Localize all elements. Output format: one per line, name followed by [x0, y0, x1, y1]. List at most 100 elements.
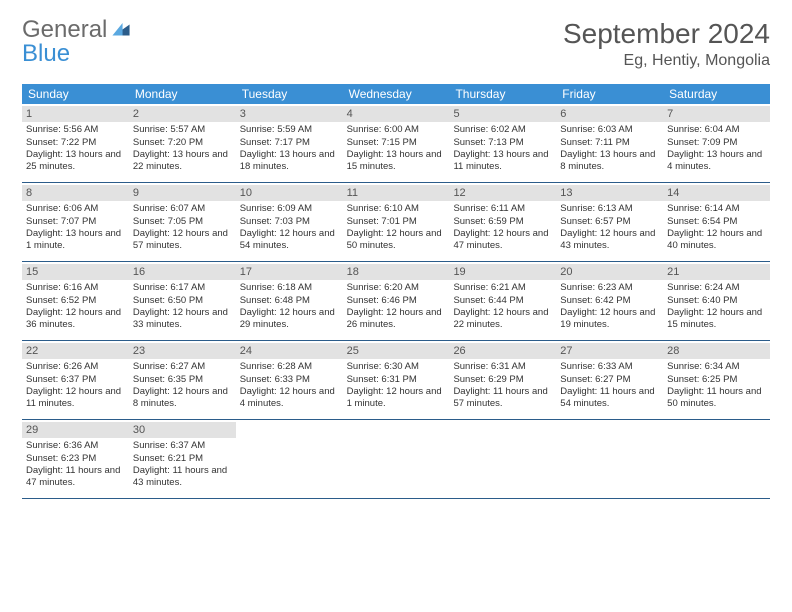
sunset-text: Sunset: 6:42 PM	[560, 295, 659, 307]
sunrise-text: Sunrise: 6:06 AM	[26, 203, 125, 215]
sunset-text: Sunset: 7:01 PM	[347, 216, 446, 228]
daylight-text: Daylight: 12 hours and 29 minutes.	[240, 307, 339, 332]
day-number	[236, 422, 343, 438]
sunset-text: Sunset: 6:48 PM	[240, 295, 339, 307]
day-number: 2	[129, 106, 236, 122]
day-header-wednesday: Wednesday	[343, 84, 450, 104]
day-cell	[556, 420, 663, 498]
day-number: 15	[22, 264, 129, 280]
day-number: 24	[236, 343, 343, 359]
header: GeneralBlue September 2024 Eg, Hentiy, M…	[22, 18, 770, 70]
location-text: Eg, Hentiy, Mongolia	[563, 52, 770, 70]
sunrise-text: Sunrise: 6:00 AM	[347, 124, 446, 136]
day-cell: 15 Sunrise: 6:16 AMSunset: 6:52 PMDayligh…	[22, 262, 129, 340]
day-cell	[236, 420, 343, 498]
day-cell	[449, 420, 556, 498]
sunrise-text: Sunrise: 6:16 AM	[26, 282, 125, 294]
day-number: 30	[129, 422, 236, 438]
day-cell: 7Sunrise: 6:04 AMSunset: 7:09 PMDaylight…	[663, 104, 770, 182]
day-number: 3	[236, 106, 343, 122]
day-number: 29	[22, 422, 129, 438]
day-cell: 27Sunrise: 6:33 AMSunset: 6:27 PMDayligh…	[556, 341, 663, 419]
day-number: 1	[22, 106, 129, 122]
sunrise-text: Sunrise: 6:36 AM	[26, 440, 125, 452]
day-cell: 24Sunrise: 6:28 AMSunset: 6:33 PMDayligh…	[236, 341, 343, 419]
day-cell: 18Sunrise: 6:20 AMSunset: 6:46 PMDayligh…	[343, 262, 450, 340]
day-cell: 12Sunrise: 6:11 AMSunset: 6:59 PMDayligh…	[449, 183, 556, 261]
sunrise-text: Sunrise: 5:59 AM	[240, 124, 339, 136]
day-header-thursday: Thursday	[449, 84, 556, 104]
sunrise-text: Sunrise: 6:30 AM	[347, 361, 446, 373]
sunrise-text: Sunrise: 6:21 AM	[453, 282, 552, 294]
sunrise-text: Sunrise: 6:11 AM	[453, 203, 552, 215]
day-number	[449, 422, 556, 438]
daylight-text: Daylight: 12 hours and 57 minutes.	[133, 228, 232, 253]
sunset-text: Sunset: 6:31 PM	[347, 374, 446, 386]
day-number: 7	[663, 106, 770, 122]
day-cell: 9Sunrise: 6:07 AMSunset: 7:05 PMDaylight…	[129, 183, 236, 261]
daylight-text: Daylight: 13 hours and 8 minutes.	[560, 149, 659, 174]
day-number: 22	[22, 343, 129, 359]
title-block: September 2024 Eg, Hentiy, Mongolia	[563, 18, 770, 70]
day-header-monday: Monday	[129, 84, 236, 104]
daylight-text: Daylight: 12 hours and 36 minutes.	[26, 307, 125, 332]
sunrise-text: Sunrise: 5:56 AM	[26, 124, 125, 136]
sunrise-text: Sunrise: 6:02 AM	[453, 124, 552, 136]
week-row: 29Sunrise: 6:36 AMSunset: 6:23 PMDayligh…	[22, 420, 770, 499]
day-cell: 30Sunrise: 6:37 AMSunset: 6:21 PMDayligh…	[129, 420, 236, 498]
sunset-text: Sunset: 6:50 PM	[133, 295, 232, 307]
sunset-text: Sunset: 7:11 PM	[560, 137, 659, 149]
week-row: 8Sunrise: 6:06 AMSunset: 7:07 PMDaylight…	[22, 183, 770, 262]
sunset-text: Sunset: 6:23 PM	[26, 453, 125, 465]
sunset-text: Sunset: 6:44 PM	[453, 295, 552, 307]
sunset-text: Sunset: 7:20 PM	[133, 137, 232, 149]
day-header-friday: Friday	[556, 84, 663, 104]
day-cell: 10Sunrise: 6:09 AMSunset: 7:03 PMDayligh…	[236, 183, 343, 261]
daylight-text: Daylight: 12 hours and 40 minutes.	[667, 228, 766, 253]
day-number: 23	[129, 343, 236, 359]
sunset-text: Sunset: 7:15 PM	[347, 137, 446, 149]
sunrise-text: Sunrise: 6:20 AM	[347, 282, 446, 294]
day-cell: 20Sunrise: 6:23 AMSunset: 6:42 PMDayligh…	[556, 262, 663, 340]
logo: GeneralBlue	[22, 18, 131, 66]
sunrise-text: Sunrise: 6:34 AM	[667, 361, 766, 373]
sunrise-text: Sunrise: 6:18 AM	[240, 282, 339, 294]
sunrise-text: Sunrise: 6:27 AM	[133, 361, 232, 373]
daylight-text: Daylight: 12 hours and 26 minutes.	[347, 307, 446, 332]
logo-mark-icon	[111, 18, 131, 42]
sunset-text: Sunset: 7:17 PM	[240, 137, 339, 149]
sunset-text: Sunset: 6:54 PM	[667, 216, 766, 228]
day-number: 13	[556, 185, 663, 201]
day-cell	[343, 420, 450, 498]
sunset-text: Sunset: 6:33 PM	[240, 374, 339, 386]
sunset-text: Sunset: 7:13 PM	[453, 137, 552, 149]
sunrise-text: Sunrise: 6:26 AM	[26, 361, 125, 373]
day-header-tuesday: Tuesday	[236, 84, 343, 104]
daylight-text: Daylight: 12 hours and 4 minutes.	[240, 386, 339, 411]
sunrise-text: Sunrise: 6:14 AM	[667, 203, 766, 215]
daylight-text: Daylight: 12 hours and 33 minutes.	[133, 307, 232, 332]
sunset-text: Sunset: 7:09 PM	[667, 137, 766, 149]
sunset-text: Sunset: 6:52 PM	[26, 295, 125, 307]
day-cell: 23Sunrise: 6:27 AMSunset: 6:35 PMDayligh…	[129, 341, 236, 419]
day-number: 28	[663, 343, 770, 359]
daylight-text: Daylight: 12 hours and 11 minutes.	[26, 386, 125, 411]
day-number: 14	[663, 185, 770, 201]
day-header-saturday: Saturday	[663, 84, 770, 104]
calendar: Sunday Monday Tuesday Wednesday Thursday…	[22, 84, 770, 499]
day-number	[556, 422, 663, 438]
week-row: 22Sunrise: 6:26 AMSunset: 6:37 PMDayligh…	[22, 341, 770, 420]
sunrise-text: Sunrise: 6:33 AM	[560, 361, 659, 373]
daylight-text: Daylight: 12 hours and 54 minutes.	[240, 228, 339, 253]
daylight-text: Daylight: 12 hours and 22 minutes.	[453, 307, 552, 332]
daylight-text: Daylight: 12 hours and 1 minute.	[347, 386, 446, 411]
sunset-text: Sunset: 6:25 PM	[667, 374, 766, 386]
daylight-text: Daylight: 13 hours and 22 minutes.	[133, 149, 232, 174]
sunset-text: Sunset: 6:29 PM	[453, 374, 552, 386]
day-number: 19	[449, 264, 556, 280]
day-number: 20	[556, 264, 663, 280]
sunset-text: Sunset: 6:57 PM	[560, 216, 659, 228]
daylight-text: Daylight: 12 hours and 50 minutes.	[347, 228, 446, 253]
day-number: 6	[556, 106, 663, 122]
sunrise-text: Sunrise: 6:23 AM	[560, 282, 659, 294]
